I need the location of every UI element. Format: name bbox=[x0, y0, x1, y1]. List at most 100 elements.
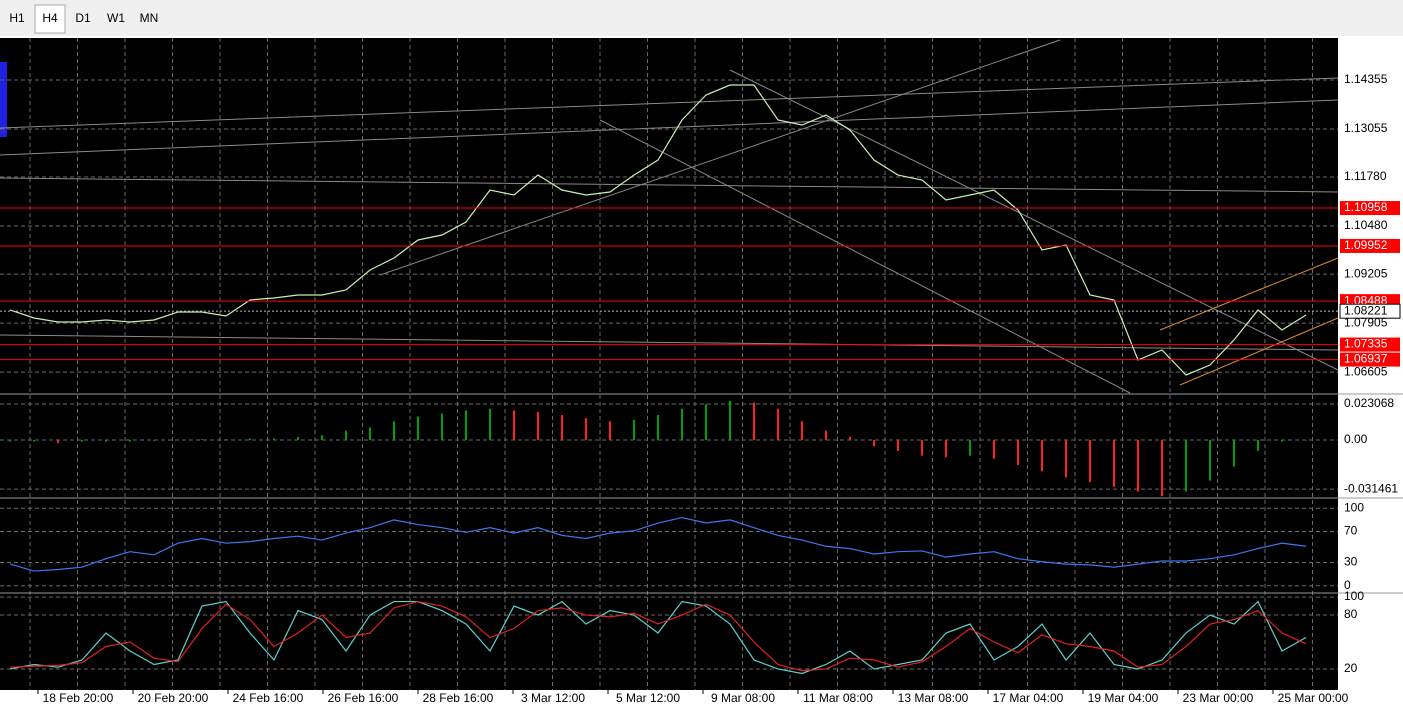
x-tick-label: 9 Mar 08:00 bbox=[711, 691, 775, 705]
histogram-bar bbox=[393, 421, 395, 441]
histogram-bar bbox=[1041, 440, 1043, 472]
histogram-bar bbox=[777, 408, 779, 441]
histogram-bar bbox=[1065, 440, 1067, 478]
y-tick-label: -0.031461 bbox=[1344, 481, 1398, 495]
histogram-bar bbox=[753, 402, 755, 441]
histogram-bar bbox=[729, 400, 731, 441]
histogram-bar bbox=[969, 440, 971, 456]
y-tick-label: 1.06605 bbox=[1344, 364, 1388, 378]
line bbox=[9, 84, 1307, 376]
level-label: 1.07335 bbox=[1344, 337, 1388, 351]
tab-label[interactable]: H4 bbox=[42, 11, 58, 25]
histogram-bar bbox=[33, 440, 35, 442]
y-tick-label: 30 bbox=[1344, 555, 1358, 569]
y-tick-label: 1.10480 bbox=[1344, 218, 1388, 232]
level-box bbox=[1340, 238, 1400, 253]
histogram-bar bbox=[1257, 440, 1259, 451]
histogram-bar bbox=[825, 430, 827, 441]
histogram-bar bbox=[321, 435, 323, 441]
histogram-bar bbox=[897, 440, 899, 451]
tab-label[interactable]: MN bbox=[140, 11, 159, 25]
histogram-bar bbox=[705, 404, 707, 441]
level-box bbox=[1340, 201, 1400, 216]
y-tick-label: 0.00 bbox=[1344, 432, 1368, 446]
histogram-bar bbox=[345, 430, 347, 441]
current-price-box bbox=[1339, 303, 1401, 319]
x-tick-label: 25 Mar 00:00 bbox=[1278, 691, 1349, 705]
x-tick-label: 3 Mar 12:00 bbox=[521, 691, 585, 705]
tab[interactable] bbox=[68, 5, 98, 33]
tab[interactable] bbox=[34, 4, 66, 34]
level-label: 1.09952 bbox=[1344, 238, 1388, 252]
x-tick-label: 20 Feb 20:00 bbox=[138, 691, 209, 705]
x-tick-label: 5 Mar 12:00 bbox=[616, 691, 680, 705]
y-tick-label: 70 bbox=[1344, 524, 1358, 538]
tab[interactable] bbox=[134, 5, 164, 33]
tab-label[interactable]: H1 bbox=[9, 11, 25, 25]
x-tick-label: 11 Mar 08:00 bbox=[803, 691, 873, 705]
y-tick-label: 1.14355 bbox=[1344, 72, 1388, 86]
current-price-label: 1.08221 bbox=[1344, 303, 1388, 317]
histogram-bar bbox=[1209, 440, 1211, 481]
histogram-bar bbox=[1089, 440, 1091, 483]
tab[interactable] bbox=[2, 5, 32, 33]
y-tick-label: 1.07905 bbox=[1344, 315, 1388, 329]
chart-area bbox=[0, 38, 1338, 690]
y-tick-label: 100 bbox=[1344, 589, 1364, 603]
x-tick-label: 23 Mar 00:00 bbox=[1183, 691, 1254, 705]
y-tick-label: 1.11780 bbox=[1344, 169, 1387, 183]
histogram-bar bbox=[873, 440, 875, 447]
histogram-bar bbox=[1161, 440, 1163, 497]
level-box bbox=[1340, 337, 1400, 352]
histogram-bar bbox=[1233, 440, 1235, 467]
histogram-bar bbox=[657, 415, 659, 441]
x-tick-label: 28 Feb 16:00 bbox=[423, 691, 494, 705]
x-tick-label: 24 Feb 16:00 bbox=[233, 691, 304, 705]
histogram-bar bbox=[177, 440, 179, 441]
x-tick-label: 19 Mar 04:00 bbox=[1088, 691, 1159, 705]
tab-label[interactable]: W1 bbox=[107, 11, 125, 25]
price-label: 1.08221 bbox=[0, 41, 44, 55]
histogram-bar bbox=[1113, 440, 1115, 487]
histogram-bar bbox=[297, 436, 299, 441]
level-label: 1.06937 bbox=[1344, 352, 1388, 366]
histogram-bar bbox=[201, 439, 203, 441]
line bbox=[9, 600, 1307, 672]
histogram-bar bbox=[57, 440, 59, 444]
histogram-bar bbox=[1137, 440, 1139, 492]
y-tick-label: 0 bbox=[1344, 578, 1351, 592]
histogram-bar bbox=[1281, 440, 1283, 442]
histogram-bar bbox=[465, 410, 467, 441]
line bbox=[9, 516, 1307, 572]
histogram-bar bbox=[921, 440, 923, 456]
line bbox=[9, 600, 1307, 675]
trend-lines bbox=[0, 39, 1339, 394]
histogram-bar bbox=[369, 427, 371, 441]
histogram-bar bbox=[153, 440, 155, 441]
histogram-bar bbox=[105, 440, 107, 442]
histogram-bar bbox=[9, 440, 11, 442]
histogram-bar bbox=[1185, 440, 1187, 492]
histogram-bar bbox=[81, 440, 83, 442]
histogram-bar bbox=[441, 413, 443, 441]
y-tick-label: 0.023068 bbox=[1344, 396, 1394, 410]
side-marker bbox=[0, 62, 7, 137]
histogram-bar bbox=[417, 416, 419, 441]
histogram-bar bbox=[273, 438, 275, 441]
level-box bbox=[1340, 352, 1400, 367]
histogram-bar bbox=[561, 415, 563, 441]
y-tick-label: 1.13055 bbox=[1344, 121, 1388, 135]
y-tick-label: 20 bbox=[1344, 661, 1358, 675]
histogram-bar bbox=[801, 421, 803, 441]
histogram-bar bbox=[633, 419, 635, 441]
tab[interactable] bbox=[101, 5, 131, 33]
tab-label[interactable]: D1 bbox=[75, 11, 91, 25]
histogram-bar bbox=[225, 439, 227, 441]
histogram-bar bbox=[129, 440, 131, 442]
x-tick-label: 17 Mar 04:00 bbox=[993, 691, 1064, 705]
histogram-bar bbox=[585, 418, 587, 441]
histogram-bar bbox=[537, 411, 539, 441]
histogram-bar bbox=[249, 438, 251, 441]
level-label: 1.10958 bbox=[1344, 200, 1388, 214]
histogram-bar bbox=[849, 436, 851, 441]
